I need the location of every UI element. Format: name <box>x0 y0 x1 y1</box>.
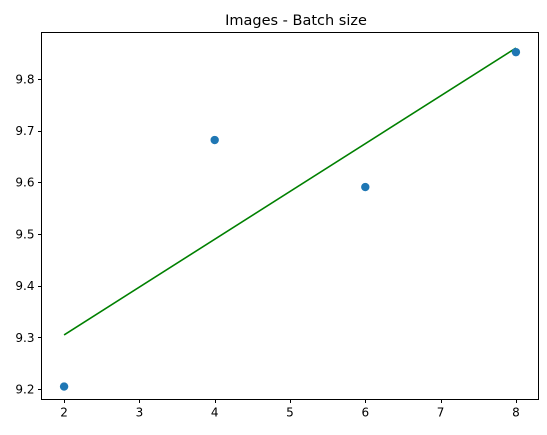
x-tick-label: 4 <box>211 406 219 420</box>
scatter-point <box>59 382 69 391</box>
y-tick-label: 9.3 <box>15 331 34 345</box>
y-tick-label: 9.6 <box>15 176 34 190</box>
x-tick-label: 2 <box>60 406 68 420</box>
y-tick-label: 9.4 <box>15 279 34 293</box>
y-tick-label: 9.8 <box>15 72 34 86</box>
y-tick-label: 9.5 <box>15 227 34 241</box>
plot-area <box>59 47 521 391</box>
y-tick-label: 9.7 <box>15 124 34 138</box>
x-tick-label: 5 <box>286 406 294 420</box>
y-axis: 9.2 9.3 9.4 9.5 9.6 9.7 9.8 <box>15 72 42 396</box>
scatter-point <box>210 135 219 145</box>
x-axis: 2 3 4 5 6 7 8 <box>60 399 520 420</box>
scatter-point <box>511 47 521 57</box>
x-tick-label: 8 <box>512 406 520 420</box>
x-tick-label: 3 <box>136 406 144 420</box>
x-tick-label: 7 <box>437 406 445 420</box>
x-tick-label: 6 <box>361 406 369 420</box>
trend-line <box>63 47 517 336</box>
chart-title: Images - Batch size <box>225 13 367 29</box>
y-tick-label: 9.2 <box>15 382 34 396</box>
scatter-point <box>361 182 370 192</box>
axes-frame <box>41 32 539 400</box>
